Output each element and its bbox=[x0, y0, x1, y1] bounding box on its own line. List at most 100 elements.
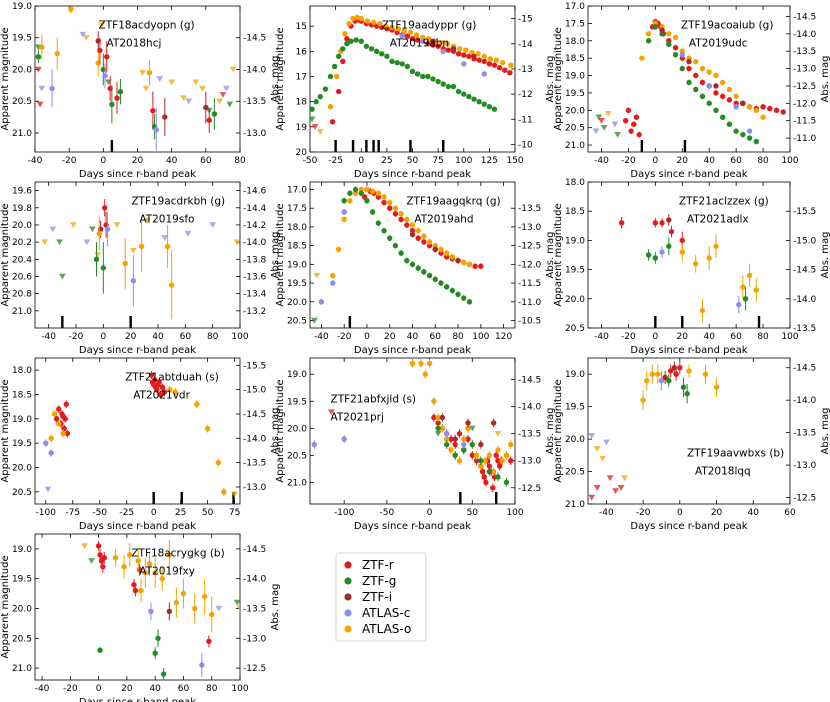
point-ztf-g bbox=[435, 78, 441, 85]
panel-ztf21abtduah: -100 -75 -50 -25 0 25 50 75 18.0 18.5 19.0 19.5 20.0… bbox=[0, 357, 281, 532]
x-axis-title: Days since r-band peak bbox=[630, 345, 747, 356]
point-atlas-o bbox=[122, 260, 128, 267]
point-ztf-r bbox=[409, 227, 416, 234]
point-atlas-o bbox=[215, 459, 222, 466]
point-ztf-r bbox=[455, 51, 462, 57]
point-atlas-c bbox=[481, 71, 487, 77]
point-ztf-g bbox=[381, 227, 387, 234]
x-tick-label: 60 bbox=[200, 156, 212, 166]
upper-limit-atlas-o bbox=[130, 247, 137, 254]
point-atlas-o bbox=[96, 230, 102, 237]
object-name: ZTF19aavwbxs (b) bbox=[687, 448, 784, 460]
x-tick-label: 80 bbox=[206, 684, 218, 694]
point-atlas-o bbox=[699, 65, 706, 72]
epoch-marker bbox=[180, 492, 183, 504]
point-ztf-r bbox=[469, 452, 475, 459]
point-ztf-g bbox=[666, 243, 672, 249]
point-atlas-o bbox=[127, 552, 133, 558]
y-tick-label: 20.0 bbox=[287, 424, 307, 434]
y2-axis-title: Abs. mag bbox=[545, 56, 556, 103]
x-tick-label: -20 bbox=[62, 156, 77, 166]
y2-tick-label: -11.0 bbox=[793, 134, 817, 144]
point-ztf-r bbox=[452, 441, 458, 448]
y-tick-label: 20.8 bbox=[12, 290, 32, 300]
point-ztf-g bbox=[399, 61, 405, 67]
point-atlas-c bbox=[341, 209, 347, 215]
point-ztf-g bbox=[152, 650, 158, 656]
point-atlas-o bbox=[413, 32, 420, 38]
point-ztf-g bbox=[719, 114, 726, 120]
upper-limit-atlas-c bbox=[215, 605, 223, 612]
y2-axis-title: Abs. mag bbox=[270, 232, 281, 279]
legend-label-atlas-o: ATLAS-o bbox=[362, 622, 411, 636]
upper-limit-ztf-r bbox=[617, 485, 625, 491]
object-name: ZTF19acoaiub (g) bbox=[681, 20, 774, 32]
point-atlas-o bbox=[449, 254, 456, 260]
y-tick-label: 20.0 bbox=[12, 604, 32, 614]
x-tick-label: 40 bbox=[166, 156, 178, 166]
point-atlas-o bbox=[159, 575, 165, 582]
x-tick-label: 20 bbox=[384, 332, 396, 342]
point-atlas-o bbox=[686, 368, 692, 374]
point-ztf-r bbox=[398, 216, 404, 223]
point-ztf-r bbox=[760, 104, 766, 110]
point-atlas-o bbox=[465, 425, 471, 431]
plot-frame bbox=[587, 5, 791, 153]
upper-limit-ztf-g bbox=[595, 114, 603, 121]
x-tick-label: 50 bbox=[202, 508, 214, 518]
upper-limit-ztf-r bbox=[327, 409, 335, 416]
y-tick-label: 17.5 bbox=[565, 19, 585, 29]
legend-marker-ztf-g bbox=[344, 577, 352, 585]
point-ztf-r bbox=[161, 389, 168, 395]
legend-marker-ztf-i bbox=[344, 593, 352, 601]
y-axis-title: Apparent magnitude bbox=[0, 379, 11, 482]
point-atlas-o bbox=[746, 272, 753, 279]
point-ztf-g bbox=[358, 38, 364, 44]
y-tick-label: 19.5 bbox=[12, 575, 32, 585]
point-atlas-o bbox=[713, 384, 720, 390]
point-atlas-c bbox=[49, 85, 55, 92]
y-tick-label: 19.0 bbox=[287, 260, 307, 270]
x-axis-title: Days since r-band peak bbox=[79, 345, 196, 356]
epoch-marker bbox=[334, 140, 337, 152]
x-tick-label: -40 bbox=[41, 332, 56, 342]
point-ztf-i bbox=[432, 246, 438, 253]
x-tick-label: 80 bbox=[207, 332, 219, 342]
upper-limit-ztf-g bbox=[434, 430, 442, 437]
point-ztf-g bbox=[211, 111, 218, 117]
y-tick-label: 21.0 bbox=[12, 664, 32, 674]
x-tick-label: -50 bbox=[92, 508, 107, 518]
y2-tick-label: -13.4 bbox=[243, 290, 267, 300]
upper-limit-ztf-g bbox=[58, 273, 66, 280]
point-ztf-r bbox=[102, 205, 108, 211]
point-ztf-r bbox=[490, 485, 496, 491]
upper-limit-atlas-o bbox=[98, 22, 106, 29]
x-tick-label: 0 bbox=[652, 156, 658, 166]
point-atlas-o bbox=[435, 414, 441, 421]
point-ztf-g bbox=[415, 265, 421, 271]
point-atlas-o bbox=[426, 36, 432, 42]
point-ztf-g bbox=[364, 198, 370, 204]
point-atlas-c bbox=[461, 441, 467, 448]
upper-limit-atlas-o bbox=[82, 35, 90, 41]
object-name: ZTF18acdyopn (g) bbox=[99, 20, 195, 32]
x-tick-label: 100 bbox=[231, 684, 248, 694]
upper-limit-ztf-g bbox=[56, 239, 63, 246]
x-tick-label: 80 bbox=[757, 156, 769, 166]
upper-limit-atlas-o bbox=[69, 222, 77, 229]
y2-tick-label: -13.5 bbox=[243, 604, 266, 614]
y-tick-label: 20 bbox=[296, 148, 308, 158]
point-atlas-o bbox=[645, 31, 652, 37]
point-atlas-o bbox=[415, 227, 421, 234]
y2-tick-label: -14.5 bbox=[793, 364, 816, 374]
epoch-marker bbox=[61, 316, 64, 328]
x-tick-label: -20 bbox=[621, 156, 636, 166]
point-ztf-g bbox=[753, 138, 760, 145]
object-name: ZTF19acdrkbh (g) bbox=[131, 196, 225, 208]
point-atlas-o bbox=[146, 69, 153, 76]
point-atlas-o bbox=[475, 51, 481, 57]
y-tick-label: 20.4 bbox=[12, 255, 32, 265]
point-atlas-c bbox=[399, 33, 405, 39]
object-alias: AT2019sfo bbox=[139, 214, 194, 226]
point-ztf-g bbox=[109, 101, 115, 108]
